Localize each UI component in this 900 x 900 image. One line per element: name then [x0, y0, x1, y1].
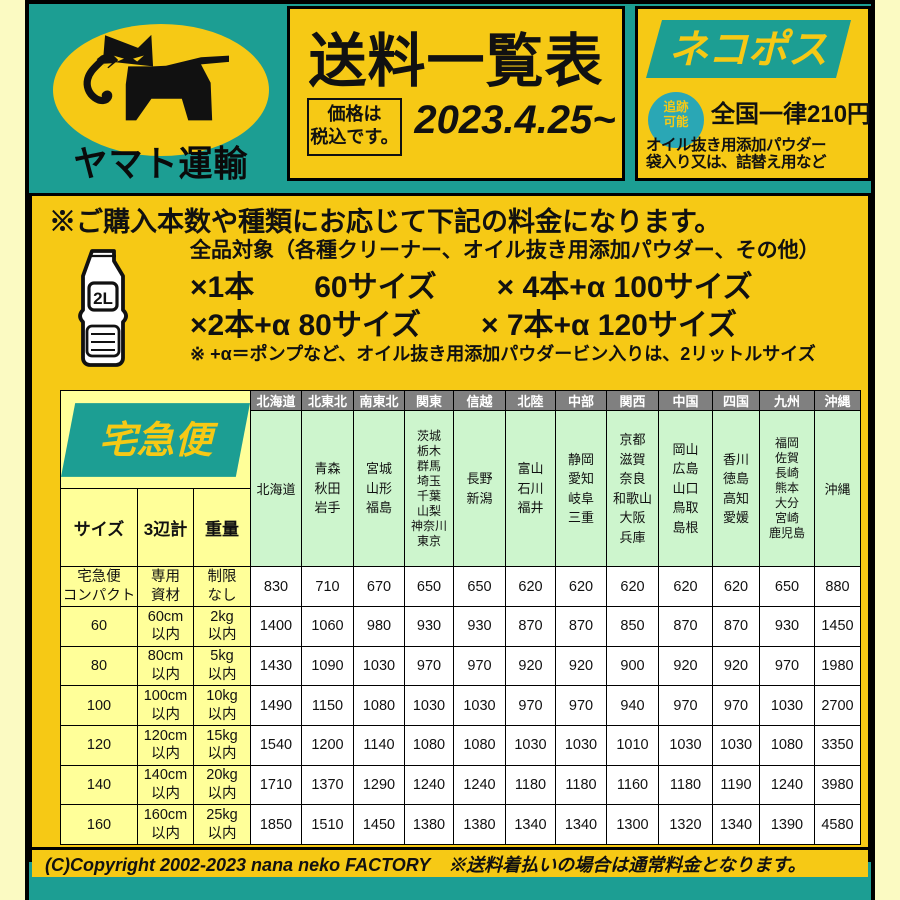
svg-text:宅急便: 宅急便 [99, 420, 219, 462]
svg-text:2L: 2L [93, 289, 113, 308]
svg-text:ネコポス: ネコポス [668, 28, 827, 72]
